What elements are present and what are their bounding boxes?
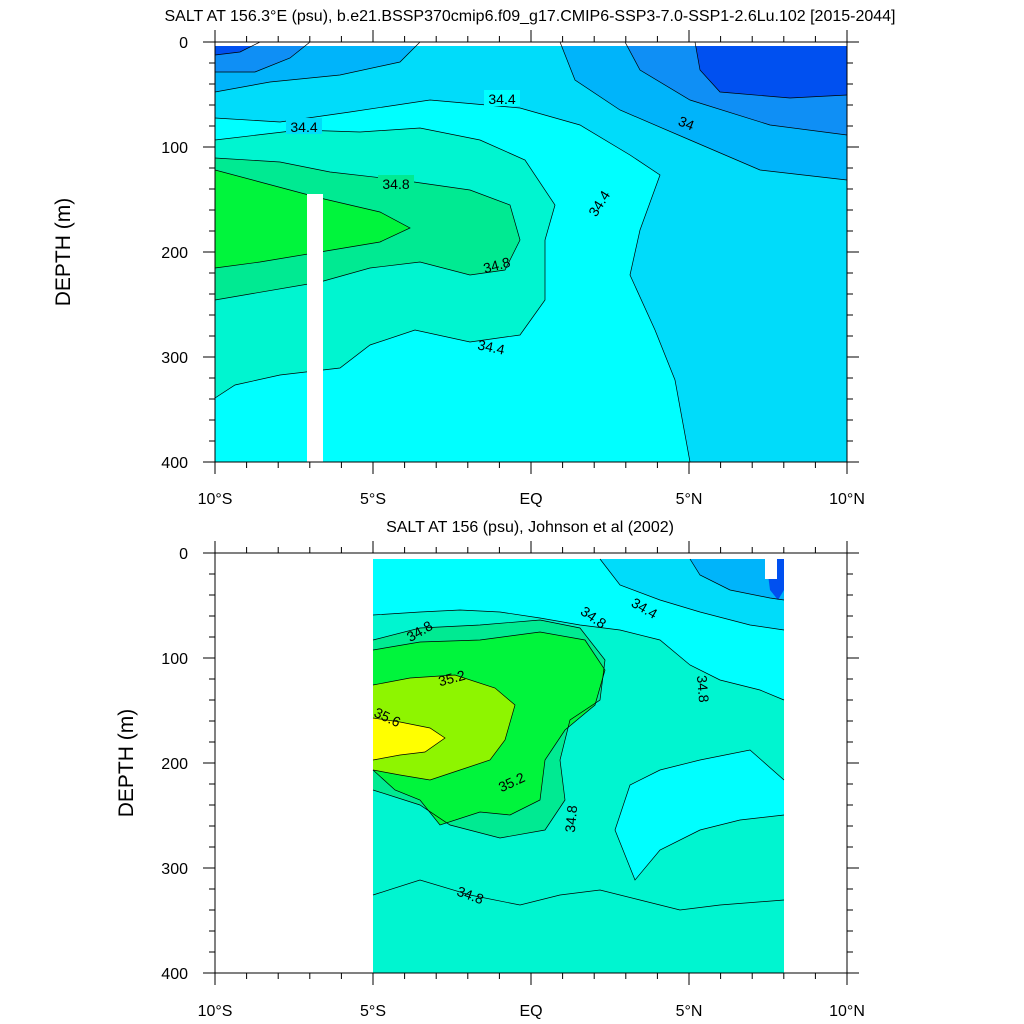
top-contour-label: 34.4	[476, 336, 506, 357]
bottom-contour-line	[372, 674, 516, 781]
top-contour-line	[559, 42, 847, 181]
bottom-missing-data-notch	[765, 559, 777, 579]
bottom-band-34.2	[690, 559, 784, 600]
top-contour-label: 34	[676, 113, 697, 134]
top-contour-label: 34.8	[482, 254, 513, 277]
bottom-y-tick-label: 100	[161, 651, 188, 668]
top-contour-line	[215, 42, 421, 93]
top-band-33.6	[695, 42, 847, 98]
bottom-contour-label: 34.8	[562, 804, 580, 833]
bottom-y-tick-label: 200	[161, 756, 188, 773]
bottom-x-tick-label: 10°S	[198, 1003, 233, 1020]
top-x-tick-label: 5°S	[360, 491, 386, 508]
bottom-contour-line	[599, 558, 785, 631]
top-contour-label: 34.4	[290, 119, 317, 135]
bottom-plot-area	[215, 553, 847, 973]
top-y-tick-labels: 0 100 200 300 400	[161, 35, 188, 472]
bottom-missing-data-left	[215, 553, 373, 973]
bottom-x-tick-label: 5°S	[360, 1003, 386, 1020]
top-y-tick-label: 200	[161, 245, 188, 262]
bottom-contour-line	[372, 717, 446, 761]
top-x-tick-label: 10°N	[829, 491, 865, 508]
bottom-y-tick-labels: 0 100 200 300 400	[161, 546, 188, 983]
top-y-tick-label: 0	[179, 35, 188, 52]
top-x-tick-label: EQ	[519, 491, 542, 508]
bottom-missing-data-right	[784, 553, 847, 973]
bottom-contour-line	[689, 558, 785, 601]
bottom-y-axis-label: DEPTH (m)	[115, 709, 138, 818]
top-y-tick-label: 100	[161, 140, 188, 157]
bottom-axis-ticks	[203, 541, 859, 985]
bottom-surface-gap	[373, 553, 784, 559]
bottom-x-tick-label: 5°N	[676, 1003, 703, 1020]
top-x-tick-labels: 10°S 5°S EQ 5°N 10°N	[198, 491, 865, 508]
top-x-tick-label: 10°S	[198, 491, 233, 508]
top-axis-ticks	[203, 30, 859, 474]
top-y-tick-label: 300	[161, 350, 188, 367]
top-y-tick-label: 400	[161, 455, 188, 472]
bottom-x-tick-label: EQ	[519, 1003, 542, 1020]
top-contour-line	[215, 42, 261, 56]
bottom-chart-title: SALT AT 156 (psu), Johnson et al (2002)	[386, 519, 674, 536]
bottom-contour-line	[372, 609, 785, 701]
top-contour-line	[215, 99, 691, 462]
top-contour-line	[624, 42, 847, 136]
bottom-contour-line	[372, 619, 606, 839]
top-missing-data-column	[307, 194, 323, 462]
bottom-contour-line	[372, 879, 785, 911]
top-chart-title: SALT AT 156.3°E (psu), b.e21.BSSP370cmip…	[165, 8, 896, 25]
bottom-x-tick-label: 10°N	[829, 1003, 865, 1020]
bottom-contour-line	[614, 749, 785, 881]
top-contour-line	[215, 169, 411, 269]
top-plot-area	[215, 42, 847, 462]
top-contour-label: 34.8	[382, 176, 409, 192]
top-contour-label: 34.4	[488, 91, 515, 107]
top-contour-line	[694, 42, 847, 99]
bottom-contour-label: 34.8	[694, 675, 712, 704]
top-y-axis-label: DEPTH (m)	[52, 198, 75, 307]
top-surface-gap	[215, 42, 847, 46]
bottom-band-35.6	[373, 718, 445, 760]
bottom-y-tick-label: 400	[161, 966, 188, 983]
top-x-tick-label: 5°N	[676, 491, 703, 508]
bottom-contour-line	[372, 631, 606, 826]
bottom-y-tick-label: 0	[179, 546, 188, 563]
bottom-y-tick-label: 300	[161, 861, 188, 878]
top-contour-line	[215, 157, 521, 301]
bottom-x-tick-labels: 10°S 5°S EQ 5°N 10°N	[198, 1003, 865, 1020]
bottom-contour-label: 35.2	[437, 667, 468, 690]
top-contour-line	[215, 42, 311, 73]
bottom-band-34.6-right	[615, 750, 784, 880]
